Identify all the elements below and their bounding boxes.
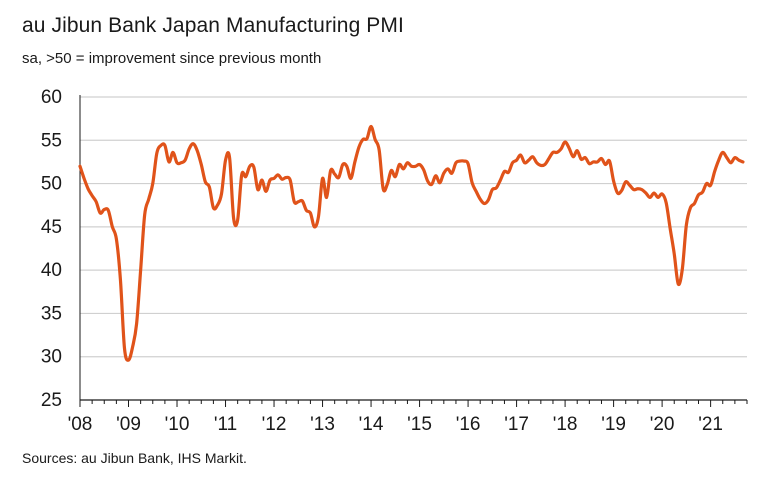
x-tick-label: '14 <box>359 414 384 435</box>
series-line-pmi <box>78 124 745 362</box>
x-tick-label: '10 <box>165 414 190 435</box>
y-tick-label: 50 <box>41 174 62 195</box>
x-tick-label: '08 <box>68 414 93 435</box>
y-tick-label: 60 <box>41 87 62 108</box>
y-tick-label: 35 <box>41 303 62 324</box>
x-tick-label: '17 <box>504 414 529 435</box>
y-axis-ticks: 25 30 35 40 45 50 55 60 <box>41 87 62 411</box>
x-tick-label: '19 <box>601 414 626 435</box>
x-tick-label: '16 <box>456 414 481 435</box>
x-tick-label: '15 <box>407 414 432 435</box>
y-tick-label: 30 <box>41 347 62 368</box>
x-tick-label: '11 <box>214 414 237 435</box>
source-note: Sources: au Jibun Bank, IHS Markit. <box>22 450 247 466</box>
grid-lines <box>80 96 747 358</box>
x-tick-label: '09 <box>116 414 141 435</box>
y-tick-label: 55 <box>41 130 62 151</box>
x-axis: '08 '09 '10 '11 '12 '13 '14 '15 '16 '17 '18 '19 '20 '… <box>68 95 748 435</box>
x-tick-label: '12 <box>262 414 287 435</box>
x-tick-label: '21 <box>698 414 723 435</box>
x-tick-label: '20 <box>650 414 675 435</box>
x-tick-label: '13 <box>310 414 335 435</box>
chart-title: au Jibun Bank Japan Manufacturing PMI <box>22 14 404 37</box>
series-group <box>78 124 745 362</box>
x-tick-label: '18 <box>553 414 578 435</box>
chart-subtitle: sa, >50 = improvement since previous mon… <box>22 50 322 67</box>
y-tick-label: 45 <box>41 217 62 238</box>
y-tick-label: 25 <box>41 390 62 411</box>
y-tick-label: 40 <box>41 260 62 281</box>
